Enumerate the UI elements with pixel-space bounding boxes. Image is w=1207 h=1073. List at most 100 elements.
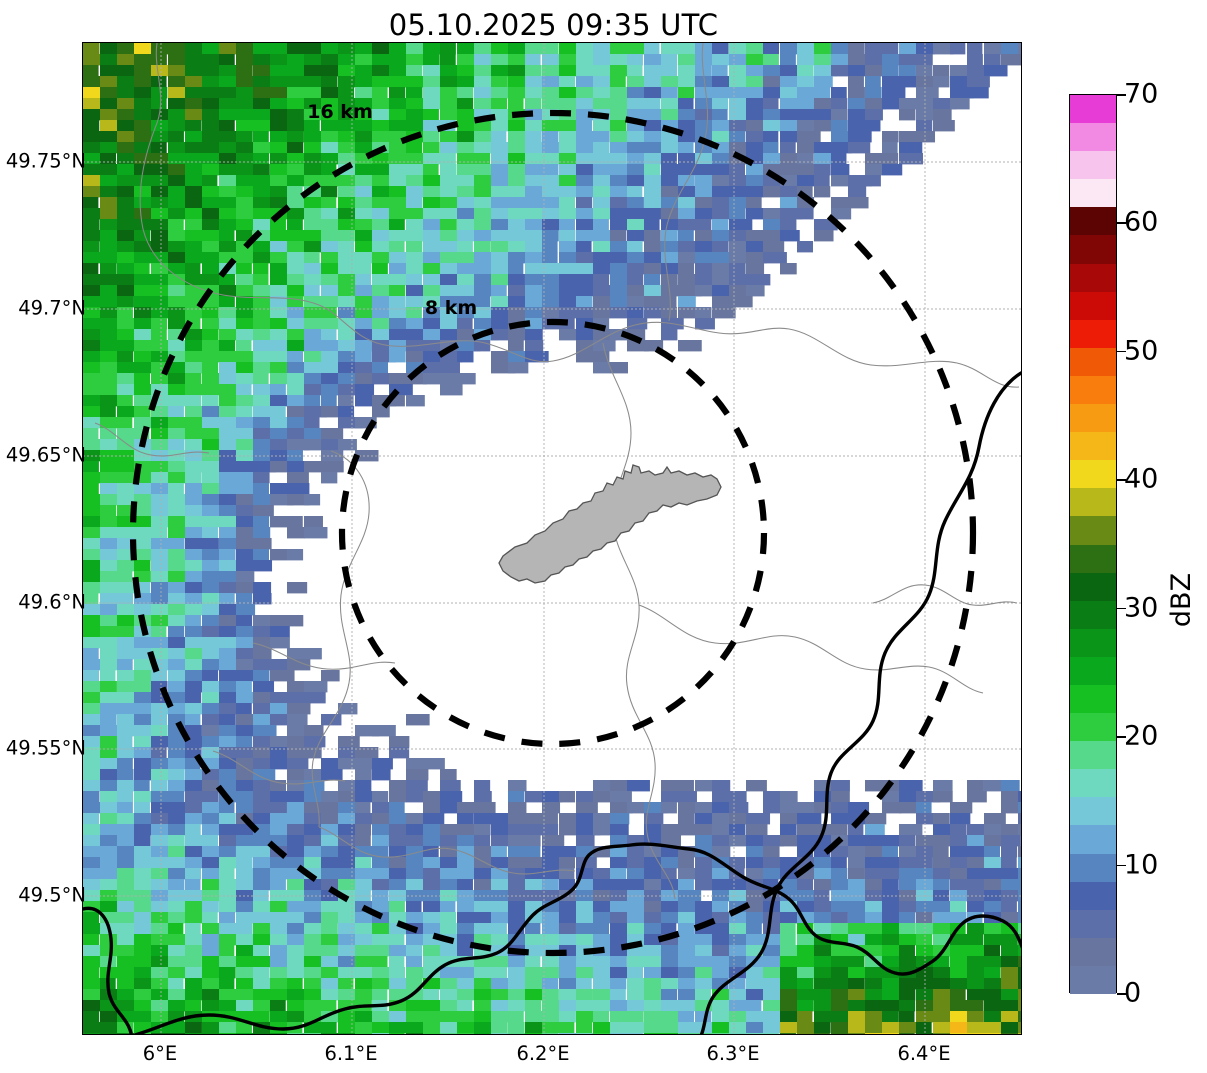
radar-echo-cell [117,340,139,352]
radar-echo-cell [236,263,252,275]
radar-echo-cell [151,868,174,880]
radar-echo-cell [202,901,219,913]
radar-echo-cell [695,186,713,198]
radar-echo-cell [559,923,576,935]
radar-echo-cell [491,901,510,913]
radar-echo-cell [236,186,260,198]
radar-echo-cell [236,857,253,869]
admin-boundary-line [872,584,1018,606]
radar-echo-cell [83,351,108,363]
radar-echo-cell [933,835,955,847]
radar-echo-cell [610,76,626,88]
radar-echo-cell [474,65,495,77]
radar-echo-cell [134,98,153,110]
radar-echo-cell [1018,1011,1021,1023]
radar-echo-cell [865,967,885,979]
radar-echo-cell [967,1033,988,1034]
radar-echo-cell [253,307,276,319]
radar-echo-cell [168,318,186,330]
radar-echo-cell [627,901,649,913]
radar-echo-cell [372,175,395,187]
radar-echo-cell [236,835,258,847]
radar-echo-cell [100,153,117,165]
radar-echo-cell [610,153,627,165]
radar-echo-cell [83,1033,106,1034]
radar-echo-cell [168,758,190,770]
radar-echo-cell [236,769,260,781]
radar-echo-cell [355,252,378,264]
radar-echo-cell [916,791,941,803]
radar-echo-cell [202,725,222,737]
colorbar-segment [1070,741,1116,770]
radar-echo-cell [389,98,412,110]
radar-echo-cell [593,120,613,132]
radar-echo-cell [321,65,343,77]
radar-echo-cell [525,835,541,847]
radar-echo-cell [236,76,255,88]
radar-echo-cell [83,758,101,770]
radar-echo-cell [967,934,984,946]
radar-echo-cell [423,901,445,913]
radar-echo-cell [185,956,202,968]
radar-echo-cell [661,857,680,869]
radar-echo-cell [168,428,186,440]
radar-echo-cell [474,846,498,858]
radar-echo-cell [134,802,150,814]
radar-echo-cell [321,186,338,198]
radar-echo-cell [100,120,120,132]
radar-echo-cell [899,54,922,66]
radar-echo-cell [321,879,339,891]
radar-echo-cell [321,175,341,187]
radar-echo-cell [763,252,787,264]
radar-echo-cell [151,747,167,759]
radar-echo-cell [678,120,702,132]
radar-echo-cell [355,318,373,330]
radar-plot-area[interactable] [82,42,1022,1035]
radar-echo-cell [389,923,408,935]
radar-echo-cell [117,461,135,473]
radar-echo-cell [338,65,359,77]
radar-echo-cell [151,824,170,836]
radar-echo-cell [406,219,424,231]
radar-echo-cell [355,769,372,781]
radar-echo-cell [678,54,697,66]
radar-echo-cell [117,769,134,781]
radar-echo-cell [967,967,987,979]
colorbar-segment [1070,516,1116,545]
radar-echo-cell [780,901,801,913]
radar-echo-cell [525,109,548,121]
radar-echo-cell [661,329,678,341]
radar-echo-cell [967,76,990,88]
radar-echo-cell [457,274,477,286]
radar-echo-cell [202,813,220,825]
radar-echo-cell [848,1033,867,1034]
radar-echo-cell [525,164,545,176]
radar-echo-cell [865,1022,884,1034]
radar-echo-cell [287,230,306,242]
radar-echo-cell [423,153,444,165]
radar-echo-cell [933,901,956,913]
radar-echo-cell [100,274,121,286]
radar-echo-cell [916,857,933,869]
radar-echo-cell [406,351,426,363]
radar-echo-cell [270,758,290,770]
radar-echo-cell [355,285,378,297]
radar-echo-cell [355,747,379,759]
radar-echo-cell [712,98,728,110]
radar-echo-cell [202,87,222,99]
radar-echo-cell [423,989,440,1001]
radar-echo-cell [610,989,626,1001]
colorbar-segment [1070,95,1116,124]
colorbar[interactable] [1069,94,1117,994]
radar-echo-cell [831,868,848,880]
radar-echo-cell [151,274,170,286]
radar-echo-cell [100,461,119,473]
radar-echo-cell [678,142,694,154]
radar-echo-cell [389,230,408,242]
radar-echo-cell [134,131,153,143]
national-border-line [83,906,133,1034]
radar-echo-cell [100,1033,125,1034]
radar-echo-cell [661,186,684,198]
radar-echo-cell [406,1011,427,1023]
radar-echo-cell [355,967,380,979]
